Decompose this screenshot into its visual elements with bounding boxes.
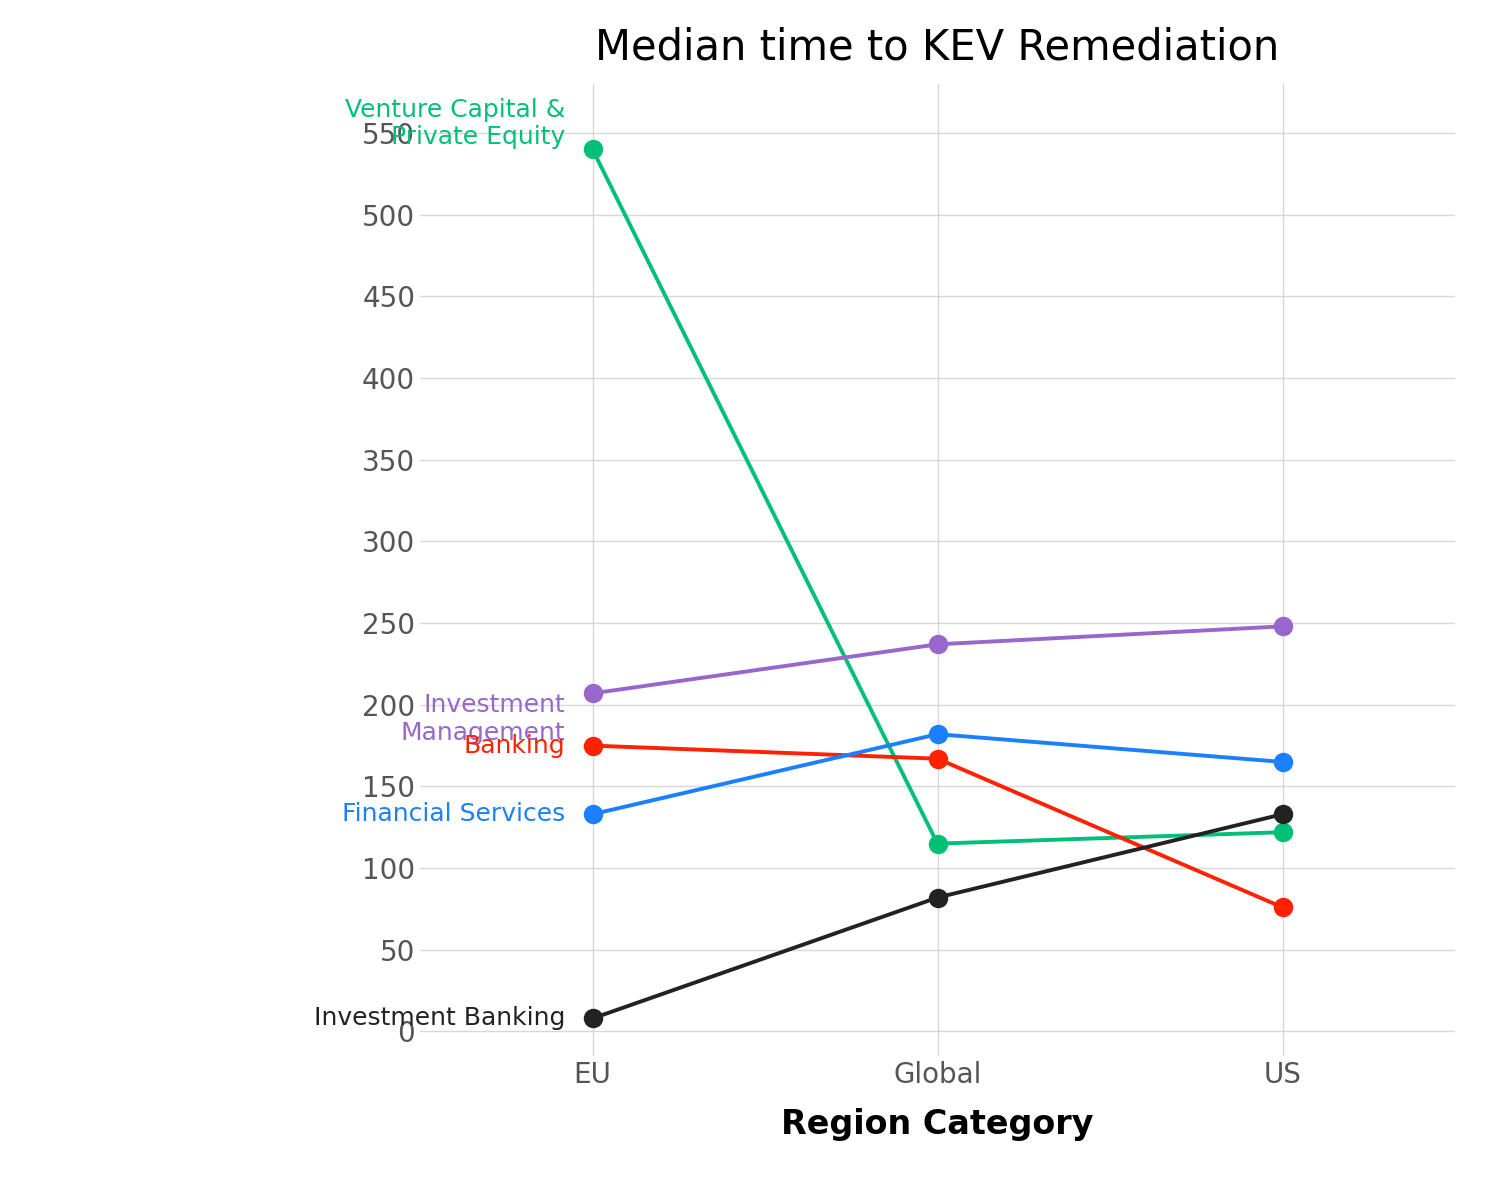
Text: Banking: Banking (464, 733, 566, 757)
Text: Investment
Management: Investment Management (400, 694, 566, 745)
Text: Venture Capital &
Private Equity: Venture Capital & Private Equity (345, 97, 566, 149)
Text: Investment Banking: Investment Banking (314, 1007, 566, 1031)
Title: Median time to KEV Remediation: Median time to KEV Remediation (596, 26, 1280, 68)
Text: Financial Services: Financial Services (342, 803, 566, 827)
X-axis label: Region Category: Region Category (782, 1109, 1094, 1141)
